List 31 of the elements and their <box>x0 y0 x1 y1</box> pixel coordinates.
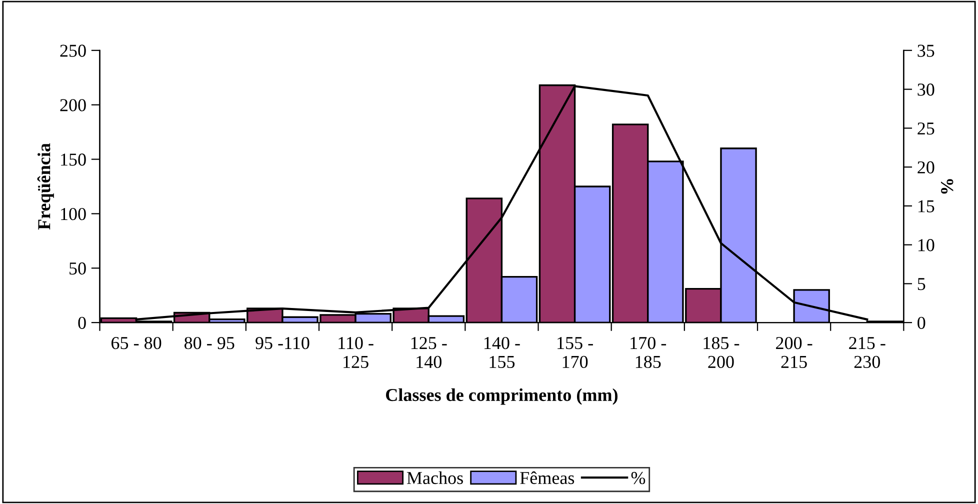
x-tick-label: 185 - 200 <box>704 336 740 368</box>
x-tick-label: 125 - 140 <box>411 337 447 368</box>
y-tick-label: 250 <box>60 44 86 57</box>
y-tick-label: 50 <box>70 262 86 275</box>
y2-tick-label: 30 <box>918 84 934 96</box>
x-tick-label: 215 - 230 <box>849 337 886 368</box>
x-tick-label: 80 - 95 <box>184 336 234 350</box>
y-tick-label: 150 <box>61 154 86 166</box>
x-axis-title: Classes de comprimento (mm) <box>386 388 618 405</box>
y2-tick-label: 35 <box>918 44 934 57</box>
x-tick-label: 200 - 215 <box>776 336 812 368</box>
y-tick-label: 100 <box>61 208 86 220</box>
x-tick-label: 110 - 125 <box>338 336 374 368</box>
legend-label: % <box>631 472 646 484</box>
x-tick-label: 65 - 80 <box>112 336 162 350</box>
x-tick-label: 170 - 185 <box>630 336 666 368</box>
y2-tick-label: 20 <box>918 161 934 174</box>
x-tick-label: 95 -110 <box>256 336 310 350</box>
y2-tick-label: 0 <box>918 316 926 329</box>
y2-axis-title: % <box>941 179 954 194</box>
y-axis-title: Freqüência <box>37 143 54 230</box>
legend-label: Fêmeas <box>520 471 574 484</box>
x-tick-label: 140 - 155 <box>484 336 520 368</box>
y2-tick-label: 5 <box>918 278 926 290</box>
legend-label: Machos <box>406 471 463 484</box>
y2-tick-label: 25 <box>918 122 934 135</box>
y-tick-label: 200 <box>60 99 86 112</box>
y2-tick-label: 15 <box>918 200 934 212</box>
y-tick-label: 0 <box>78 316 86 329</box>
y2-tick-label: 10 <box>918 239 934 252</box>
x-tick-label: 155 - 170 <box>558 337 593 368</box>
